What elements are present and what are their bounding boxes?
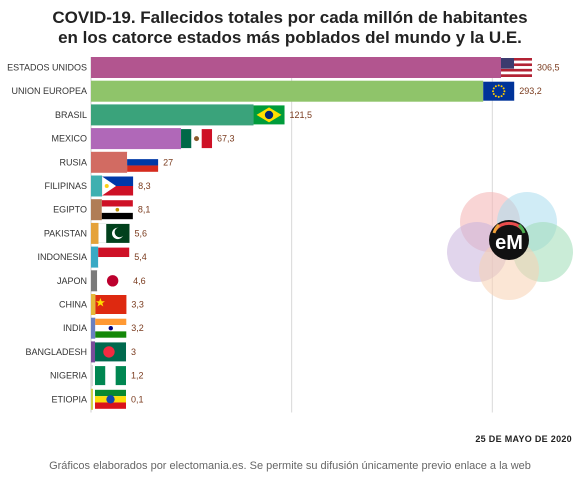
bar [91, 317, 96, 339]
category-label: ETIOPIA [51, 394, 87, 404]
usa-flag-icon [501, 58, 532, 77]
value-label: 67,3 [217, 134, 235, 144]
value-label: 8,1 [138, 205, 151, 215]
eu-flag-icon [483, 81, 515, 101]
egypt-flag-icon [101, 200, 133, 220]
value-label: 306,5 [537, 63, 560, 73]
chart-title-line-1: COVID-19. Fallecidos totales por cada mi… [52, 8, 528, 27]
category-label: BANGLADESH [25, 347, 87, 357]
india-flag-icon [95, 318, 127, 338]
value-label: 27 [163, 157, 173, 167]
value-label: 4,6 [133, 276, 146, 286]
bar [91, 341, 96, 363]
category-label: RUSIA [59, 157, 87, 167]
value-label: 3 [131, 347, 136, 357]
value-label: 293,2 [519, 86, 542, 96]
russia-flag-icon [127, 152, 159, 172]
value-label: 1,2 [131, 371, 144, 381]
value-label: 3,3 [131, 300, 144, 310]
value-label: 8,3 [138, 181, 151, 191]
japan-flag-icon [97, 271, 129, 291]
china-flag-icon [95, 295, 127, 314]
value-label: 5,4 [134, 252, 147, 262]
indonesia-flag-icon [98, 247, 130, 267]
category-label: JAPON [57, 276, 87, 286]
bar [91, 365, 93, 387]
bar [91, 57, 501, 78]
bar [91, 104, 254, 126]
electomania-logo: eM [447, 192, 573, 300]
logo-text: eM [495, 232, 523, 254]
category-label: UNION EUROPEA [11, 86, 87, 96]
category-label: INDIA [63, 323, 87, 333]
date-label: 25 DE MAYO DE 2020 [475, 434, 572, 444]
value-label: 5,6 [134, 228, 147, 238]
mexico-flag-icon [181, 129, 213, 149]
footer-credit: Gráficos elaborados por electomania.es. … [49, 460, 531, 472]
category-label: EGIPTO [53, 205, 87, 215]
bar [91, 388, 93, 410]
category-label: BRASIL [55, 110, 87, 120]
bar [91, 199, 102, 221]
chart-title: COVID-19. Fallecidos totales por cada mi… [0, 8, 580, 48]
category-label: ESTADOS UNIDOS [7, 63, 87, 73]
value-label: 3,2 [131, 323, 144, 333]
value-label: 121,5 [290, 110, 313, 120]
bar [91, 128, 182, 150]
bar [91, 246, 99, 268]
category-label: MEXICO [51, 134, 87, 144]
bar [91, 270, 98, 292]
bar [91, 151, 128, 173]
bar [91, 175, 103, 197]
brazil-flag-icon [253, 105, 285, 125]
bar [91, 294, 96, 315]
ethiopia-flag-icon [95, 389, 126, 409]
category-label: NIGERIA [50, 371, 87, 381]
philippines-flag-icon [102, 176, 134, 196]
value-label: 0,1 [131, 394, 144, 404]
bar [91, 80, 484, 102]
category-label: CHINA [59, 300, 87, 310]
category-label: PAKISTAN [44, 228, 87, 238]
bar [91, 222, 99, 244]
bar-chart: ESTADOS UNIDOS 306,5 UNION EUROPEA 293,2 BRA… [7, 57, 560, 413]
bangladesh-flag-icon [95, 342, 127, 362]
pakistan-flag-icon [98, 223, 130, 243]
category-label: INDONESIA [37, 252, 87, 262]
nigeria-flag-icon [95, 366, 126, 386]
category-label: FILIPINAS [44, 181, 87, 191]
chart-title-line-2: en los catorce estados más poblados del … [58, 28, 522, 47]
